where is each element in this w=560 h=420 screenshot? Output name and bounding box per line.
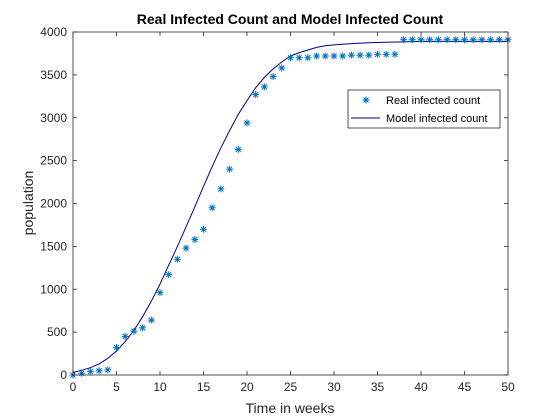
real-infected-point — [408, 36, 416, 44]
x-tick-label: 0 — [70, 380, 77, 394]
real-infected-point — [226, 165, 234, 173]
real-infected-point — [130, 327, 138, 335]
x-tick-label: 30 — [327, 380, 341, 394]
real-infected-point — [382, 50, 390, 58]
y-tick-label: 0 — [60, 368, 67, 382]
real-infected-point — [243, 119, 251, 127]
chart-title: Real Infected Count and Model Infected C… — [137, 11, 444, 27]
real-infected-point — [95, 367, 103, 375]
plot-background — [73, 32, 508, 375]
real-infected-point — [469, 36, 477, 44]
real-infected-point — [86, 368, 94, 376]
legend-box — [347, 89, 501, 129]
real-infected-point — [165, 271, 173, 279]
real-infected-point — [495, 36, 503, 44]
real-infected-point — [461, 36, 468, 44]
real-infected-point — [78, 369, 86, 377]
real-infected-point — [417, 36, 425, 44]
real-infected-point — [478, 36, 486, 44]
x-tick-label: 20 — [240, 380, 254, 394]
legend-asterisk-icon — [362, 96, 370, 104]
real-infected-point — [400, 36, 408, 44]
real-infected-point — [426, 36, 434, 44]
legend-label-model: Model infected count — [386, 113, 488, 125]
real-infected-point — [365, 51, 373, 59]
real-infected-point — [304, 54, 312, 62]
real-infected-point — [443, 36, 451, 44]
x-tick-label: 40 — [414, 380, 428, 394]
real-infected-point — [347, 51, 355, 59]
real-infected-point — [313, 52, 321, 60]
real-infected-point — [452, 36, 460, 44]
y-axis-label: population — [20, 171, 36, 236]
real-infected-point — [330, 52, 338, 60]
x-tick-label: 10 — [153, 380, 167, 394]
real-infected-point — [147, 316, 155, 324]
real-infected-point — [295, 54, 303, 62]
real-infected-point — [356, 51, 364, 59]
y-tick-label: 4000 — [40, 25, 67, 39]
y-tick-label: 500 — [47, 325, 67, 339]
real-infected-point — [287, 54, 294, 62]
real-infected-point — [321, 52, 329, 60]
real-infected-point — [156, 289, 164, 297]
y-tick-label: 3500 — [40, 68, 67, 82]
y-tick-label: 3000 — [40, 111, 67, 125]
x-tick-label: 50 — [501, 380, 515, 394]
real-infected-point — [260, 83, 268, 91]
real-infected-point — [173, 255, 181, 263]
real-infected-point — [339, 52, 347, 60]
x-axis-label: Time in weeks — [246, 400, 335, 416]
x-tick-label: 35 — [371, 380, 385, 394]
real-infected-point — [374, 50, 381, 58]
x-tick-label: 25 — [284, 380, 298, 394]
real-infected-point — [278, 64, 286, 72]
x-tick-label: 15 — [197, 380, 211, 394]
real-infected-point — [269, 73, 277, 81]
real-infected-point — [182, 244, 190, 252]
real-infected-point — [391, 50, 399, 58]
real-infected-point — [121, 332, 129, 340]
real-infected-point — [208, 204, 216, 212]
y-tick-label: 1500 — [40, 239, 67, 253]
real-infected-point — [200, 225, 207, 233]
y-tick-label: 1000 — [40, 282, 67, 296]
model-infected-line — [72, 40, 508, 373]
legend-label-real: Real infected count — [386, 95, 480, 107]
plot-area — [69, 32, 512, 379]
legend-marker-real — [362, 96, 370, 104]
real-infected-point — [487, 36, 495, 44]
real-infected-point — [252, 91, 260, 99]
x-tick-label: 45 — [458, 380, 472, 394]
legend: Real infected count Model infected count — [347, 89, 501, 129]
real-infected-point — [139, 324, 147, 332]
x-tick-label: 5 — [113, 380, 120, 394]
real-infected-point — [104, 366, 112, 374]
y-tick-label: 2500 — [40, 154, 67, 168]
real-infected-point — [113, 344, 120, 352]
y-tick-label: 2000 — [40, 197, 67, 211]
real-infected-point — [191, 236, 199, 244]
real-infected-point — [217, 185, 225, 193]
axes: 0 5 10 15 20 25 30 35 40 45 5005001000150020002500… — [40, 25, 515, 394]
real-infected-point — [434, 36, 442, 44]
real-infected-point — [234, 145, 242, 153]
